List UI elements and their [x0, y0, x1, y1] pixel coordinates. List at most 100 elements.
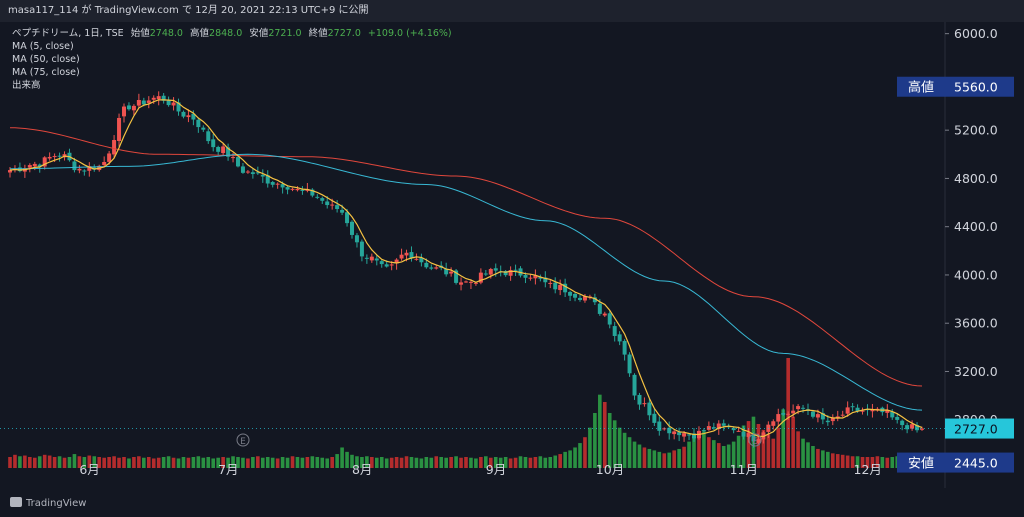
price-tick-label: 5200.0	[954, 123, 998, 138]
volume-bar	[652, 450, 657, 468]
candle-body	[627, 354, 632, 374]
volume-bar	[151, 458, 156, 468]
volume-bar	[112, 456, 116, 468]
candle-body	[245, 171, 250, 173]
candle-body	[607, 313, 612, 325]
volume-bar	[697, 434, 701, 468]
volume-bar	[404, 456, 409, 468]
candle-body	[52, 156, 57, 158]
candle-body	[335, 205, 340, 210]
candle-body	[176, 102, 181, 112]
volume-bar	[677, 448, 681, 468]
candle-body	[364, 257, 369, 259]
high-marker: 高値 5560.0	[897, 76, 1014, 97]
volume-bar	[23, 455, 27, 468]
candle-body	[657, 421, 662, 431]
high-label: 高値	[190, 28, 210, 39]
candle-body	[741, 431, 746, 437]
candle-body	[151, 97, 156, 100]
symbol-label: ペプチドリーム, 1日, TSE	[12, 28, 124, 39]
chart-legend: ペプチドリーム, 1日, TSE 始値2748.0 高値2848.0 安値272…	[12, 27, 452, 92]
volume-bar	[270, 457, 275, 468]
volume-bar	[731, 441, 736, 468]
last-price-marker-value: 2727.0	[954, 422, 998, 437]
price-markers-layer: 高値 5560.0 2727.0 安値 2445.0	[897, 76, 1014, 473]
volume-bar	[28, 457, 32, 468]
volume-bar	[350, 454, 354, 468]
candle-body	[612, 326, 617, 336]
candle-body	[404, 252, 409, 256]
volume-bar	[439, 457, 444, 468]
candle-body	[444, 268, 449, 275]
low-marker-value: 2445.0	[954, 456, 998, 471]
volume-bar	[156, 457, 161, 468]
candle-body	[825, 420, 830, 423]
volume-bar	[365, 456, 369, 468]
candle-body	[751, 434, 756, 442]
volume-bar	[424, 457, 429, 468]
candle-body	[449, 271, 454, 274]
volume-bar	[791, 416, 795, 468]
candle-body	[920, 428, 924, 430]
volume-bar	[662, 453, 667, 468]
candle-body	[409, 252, 414, 259]
candle-body	[394, 259, 399, 264]
volume-bar	[811, 446, 815, 468]
volume-bar	[538, 456, 543, 468]
low-marker-label: 安値	[908, 456, 934, 472]
candle-body	[602, 313, 607, 316]
time-tick-label: 7月	[218, 462, 238, 477]
volume-bar	[721, 446, 726, 468]
candle-body	[582, 296, 587, 301]
candle-body	[464, 281, 468, 283]
volume-bar	[171, 457, 176, 468]
volume-bar	[191, 457, 196, 468]
legend-ma75[interactable]: MA (75, close)	[12, 67, 80, 78]
volume-bar	[756, 424, 761, 468]
candle-body	[429, 267, 434, 269]
candle-body	[454, 270, 459, 283]
candle-body	[126, 105, 131, 110]
candle-body	[325, 201, 330, 206]
tradingview-logo[interactable]: TradingView	[10, 497, 86, 509]
candle-body	[181, 111, 186, 117]
candle-body	[255, 172, 260, 174]
chart-footer	[0, 488, 1024, 517]
volume-bar	[593, 413, 597, 468]
volume-bar	[127, 458, 131, 468]
volume-bar	[310, 456, 315, 468]
volume-bar	[166, 456, 171, 468]
candle-body	[300, 189, 305, 191]
candle-body	[379, 261, 384, 265]
volume-bar	[598, 394, 602, 468]
ma50-line	[10, 153, 923, 411]
volume-bar	[251, 457, 255, 468]
candle-body	[473, 282, 478, 284]
volume-bar	[488, 457, 493, 468]
volume-bar	[290, 456, 295, 468]
candle-body	[250, 172, 255, 175]
legend-symbol-row: ペプチドリーム, 1日, TSE 始値2748.0 高値2848.0 安値272…	[12, 27, 452, 40]
candle-body	[563, 283, 568, 293]
volume-bar	[77, 456, 82, 468]
volume-bar	[142, 457, 146, 468]
volume-bar	[801, 438, 805, 468]
candle-body	[82, 170, 87, 172]
candle-body	[399, 254, 404, 259]
legend-volume[interactable]: 出来高	[12, 80, 41, 91]
candle-body	[424, 262, 429, 268]
volume-bar	[548, 457, 553, 468]
earnings-icon: E	[236, 433, 250, 447]
time-tick-label: 12月	[854, 462, 882, 477]
candle-body	[815, 414, 820, 418]
candle-body	[280, 184, 285, 188]
volume-bar	[632, 441, 637, 468]
candle-body	[112, 140, 117, 155]
price-chart[interactable]: 2800.03200.03600.04000.04400.04800.05200…	[0, 22, 1024, 488]
volume-bar	[97, 457, 102, 468]
volume-bar	[622, 432, 627, 468]
legend-ma50[interactable]: MA (50, close)	[12, 54, 80, 65]
high-marker-value: 5560.0	[954, 80, 998, 95]
legend-ma5[interactable]: MA (5, close)	[12, 41, 74, 52]
volume-bar	[132, 457, 136, 468]
